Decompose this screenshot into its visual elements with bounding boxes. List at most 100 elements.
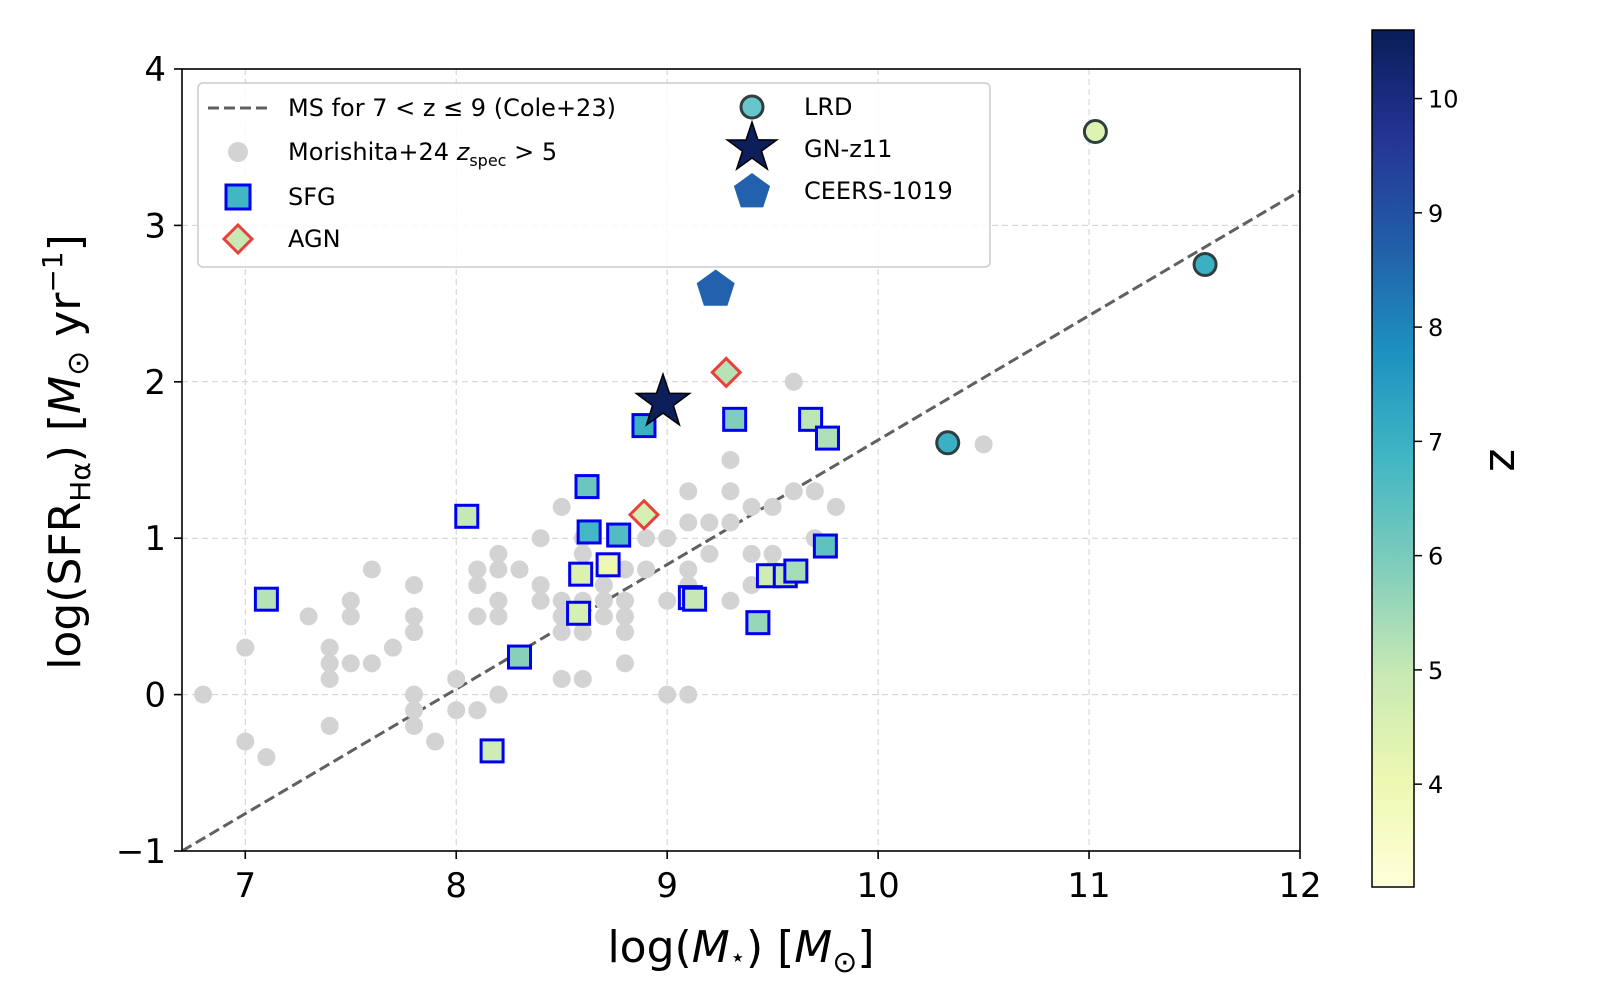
morishita-point [531,529,550,548]
morishita-point [405,716,424,735]
sfg-point [722,406,748,432]
morishita-point [742,544,761,563]
morishita-point [784,372,803,391]
sfg-point [454,503,480,529]
sfg-point [576,519,602,545]
legend-gnz11-label: GN-z11 [804,135,892,163]
legend-agn-handle [221,222,255,256]
agn-point [627,498,661,531]
morishita-point [405,685,424,704]
morishita-point [468,576,487,595]
sfg-point [606,522,632,548]
sfg-point [507,644,533,670]
morishita-point [637,560,656,579]
morishita-point [341,654,360,673]
morishita-point [594,576,613,595]
legend-lrd-handle [739,94,765,120]
morishita-point [615,654,634,673]
y-tick-label: 4 [144,50,166,90]
colorbar-tick-label: 4 [1428,771,1443,799]
morishita-point [721,482,740,501]
morishita-point [341,591,360,610]
x-tick-label: 9 [656,866,678,906]
sfg-point [814,425,840,451]
morishita-point [510,560,529,579]
lrd-point [1082,119,1108,145]
morishita-point [257,748,276,767]
morishita-point [763,497,782,516]
legend-agn-label: AGN [288,225,341,253]
morishita-point [236,638,255,657]
morishita-point [341,607,360,626]
sfg-point [682,586,708,612]
morishita-point [405,623,424,642]
sfg-point [595,552,621,578]
morishita-point [784,482,803,501]
morishita-point [721,451,740,469]
morishita-point [594,607,613,626]
colorbar-tick-label: 7 [1428,428,1443,456]
morishita-point [679,685,698,704]
colorbar-tick-label: 8 [1428,314,1443,342]
morishita-point [405,701,424,720]
morishita-point [468,560,487,579]
y-tick-label: 1 [144,519,166,559]
colorbar-tick-label: 10 [1428,86,1459,114]
x-tick-label: 8 [445,866,467,906]
y-tick-label: 0 [144,676,166,716]
morishita-point [447,669,466,688]
y-tick-label: −1 [116,832,166,872]
legend-lrd-label: LRD [804,93,853,121]
x-tick-label: 10 [856,866,899,906]
x-tick-label: 7 [234,866,256,906]
morishita-point [658,685,677,704]
morishita-point [615,607,634,626]
data-points [194,119,1218,767]
morishita-point [615,591,634,610]
morishita-point [299,607,318,626]
legend-ms-label: MS for 7 < z ≤ 9 (Cole+23) [288,94,616,122]
morishita-point [805,482,824,501]
morishita-point [573,623,592,642]
colorbar: 4 5 6 7 8 9 10 z [1371,29,1530,888]
morishita-point [679,482,698,501]
colorbar-gradient [1371,29,1415,888]
morishita-point [320,716,339,735]
sfg-point [568,561,594,587]
main-sequence-layer [182,189,1300,851]
sfg-point [566,600,592,626]
morishita-point [552,623,571,642]
morishita-point [679,513,698,532]
lrd-point [1192,252,1218,277]
legend-sfg-label: SFG [288,183,336,211]
gnz11-point [634,371,692,427]
morishita-point [236,732,255,751]
morishita-point [700,544,719,563]
plot-frame [181,68,1301,852]
morishita-point [721,591,740,610]
morishita-point [531,576,550,595]
morishita-point [194,685,213,704]
morishita-point [637,529,656,548]
colorbar-ticks: 4 5 6 7 8 9 10 [1414,86,1459,799]
morishita-point [468,607,487,626]
legend-ceers-label: CEERS-1019 [804,177,953,205]
morishita-point [320,669,339,688]
legend-box [197,82,991,268]
morishita-point [468,701,487,720]
morishita-point [658,591,677,610]
sfg-point [798,406,824,432]
morishita-point [489,560,508,579]
sfg-point [812,533,838,559]
morishita-point [489,544,508,563]
morishita-point [700,513,719,532]
agn-point [710,356,743,389]
sfg-point [479,738,505,764]
sfg-point [783,558,809,584]
x-axis-label: log(M⋆) [M⊙] [607,922,874,980]
colorbar-tick-label: 6 [1428,543,1443,571]
legend-morishita-handle [228,142,248,162]
morishita-point [742,497,761,516]
